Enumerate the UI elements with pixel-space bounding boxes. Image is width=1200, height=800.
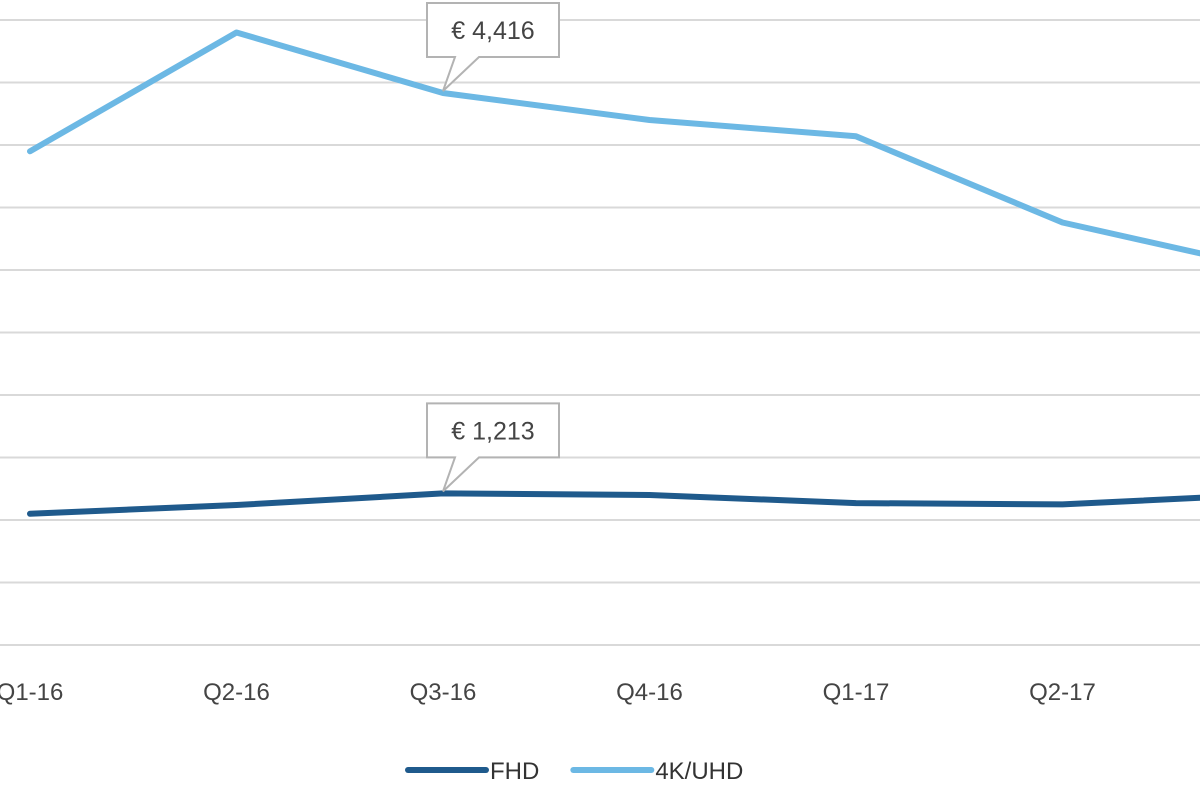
legend-item: 4K/UHD bbox=[570, 758, 743, 785]
x-tick-label: Q3-16 bbox=[410, 679, 477, 706]
data-callout: € 1,213 bbox=[426, 402, 560, 493]
gridlines bbox=[0, 19, 1200, 646]
legend-label: 4K/UHD bbox=[655, 758, 743, 785]
series-lines bbox=[27, 29, 1200, 517]
series-line-1 bbox=[27, 29, 1200, 257]
x-tick-label: Q4-16 bbox=[616, 679, 683, 706]
legend: FHD 4K/UHD bbox=[405, 758, 743, 785]
callout-label: € 1,213 bbox=[451, 417, 534, 445]
callout-label: € 4,416 bbox=[451, 17, 534, 45]
x-tick-label: Q1-16 bbox=[0, 679, 63, 706]
callout-box bbox=[426, 402, 560, 493]
data-callout: € 4,416 bbox=[426, 2, 560, 92]
x-tick-label: Q2-17 bbox=[1029, 679, 1096, 706]
series-line-0 bbox=[27, 490, 1200, 517]
callout-box bbox=[426, 2, 560, 92]
x-tick-label: Q2-16 bbox=[203, 679, 270, 706]
legend-item: FHD bbox=[405, 758, 539, 785]
data-callouts: € 1,213 € 4,416 bbox=[426, 2, 560, 493]
legend-label: FHD bbox=[490, 758, 539, 785]
x-tick-label: Q1-17 bbox=[823, 679, 890, 706]
